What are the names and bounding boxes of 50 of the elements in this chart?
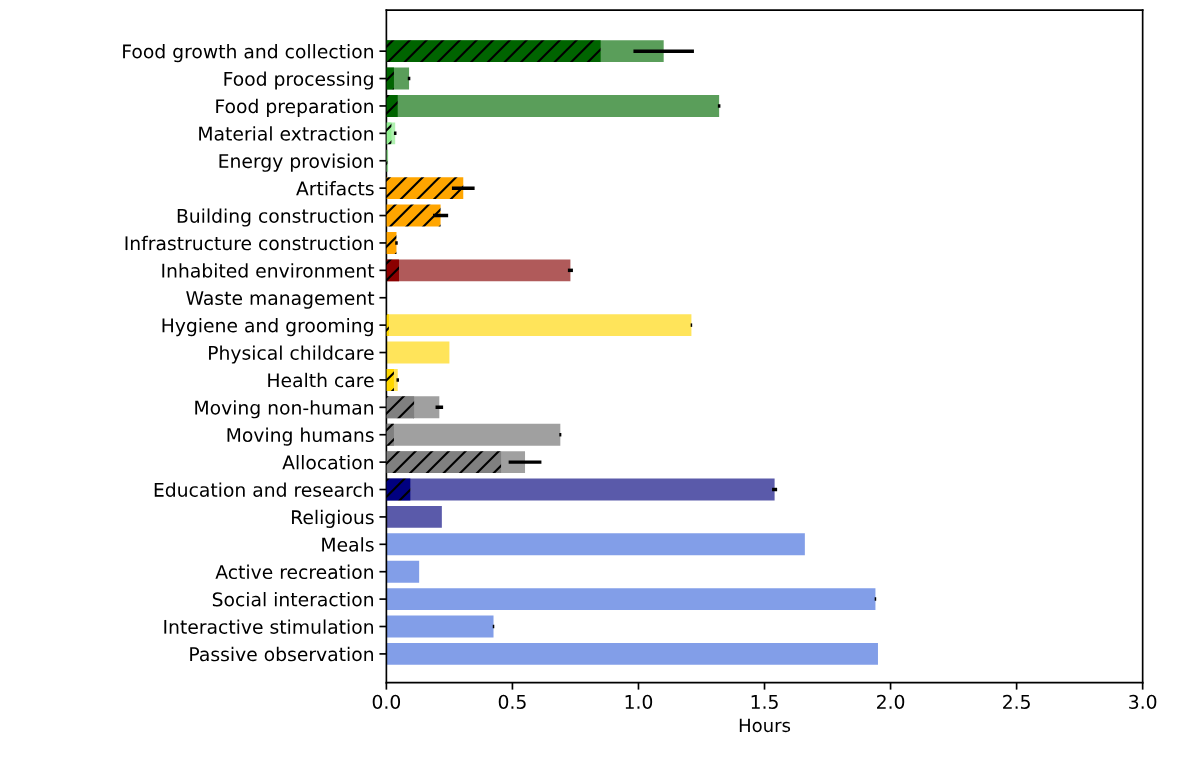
x-tick-label: 2.5 xyxy=(1003,694,1030,709)
x-tick-label: 3.0 xyxy=(1129,694,1157,709)
y-tick-label: Education and research xyxy=(154,482,373,497)
bar xyxy=(386,341,450,364)
bar xyxy=(386,505,442,528)
y-tick-label: Waste management xyxy=(186,291,375,309)
y-tick-label: Moving non-human xyxy=(195,400,373,419)
bar xyxy=(386,40,601,63)
x-tick-label: 0.5 xyxy=(498,694,526,709)
y-tick-label: Passive observation xyxy=(190,646,373,662)
y-tick-label: Physical childcare xyxy=(209,345,374,364)
y-tick-label: Food growth and collection xyxy=(123,44,373,63)
bar xyxy=(386,478,411,501)
bar xyxy=(386,560,420,583)
y-tick-label: Building construction xyxy=(177,208,373,227)
bar xyxy=(386,177,464,200)
bar xyxy=(386,451,502,474)
y-tick-label: Social interaction xyxy=(212,591,373,607)
x-axis-title: Hours xyxy=(739,718,791,733)
bar xyxy=(386,642,878,665)
bar xyxy=(386,204,441,227)
y-tick-label: Allocation xyxy=(282,455,373,470)
y-tick-label: Food preparation xyxy=(216,98,373,117)
y-tick-label: Material extraction xyxy=(199,126,373,141)
bar xyxy=(386,396,415,419)
x-tick-label: 1.5 xyxy=(751,695,778,709)
bar xyxy=(386,94,398,117)
x-tick-label: 0.0 xyxy=(372,694,401,709)
x-tick-label: 1.0 xyxy=(625,694,653,709)
y-tick-label: Hygiene and grooming xyxy=(162,318,373,337)
x-tick-label: 2.0 xyxy=(877,694,905,709)
bar xyxy=(386,615,494,638)
bar xyxy=(386,259,399,282)
y-tick-label: Inhabited environment xyxy=(162,263,375,278)
bar xyxy=(386,67,394,90)
bar xyxy=(386,368,394,391)
y-tick-label: Interactive stimulation xyxy=(164,619,373,634)
y-tick-label: Meals xyxy=(322,537,374,552)
bar xyxy=(386,314,692,337)
bar xyxy=(386,588,876,611)
bar xyxy=(386,423,394,446)
y-tick-label: Health care xyxy=(268,372,374,388)
y-tick-label: Moving humans xyxy=(227,427,374,446)
y-tick-label: Food processing xyxy=(224,71,373,90)
y-tick-label: Active recreation xyxy=(215,564,373,580)
y-tick-label: Artifacts xyxy=(296,181,374,196)
bar xyxy=(386,533,805,556)
y-tick-label: Religious xyxy=(292,509,374,528)
y-tick-label: Infrastructure construction xyxy=(125,235,373,251)
y-tick-label: Energy provision xyxy=(219,153,373,172)
